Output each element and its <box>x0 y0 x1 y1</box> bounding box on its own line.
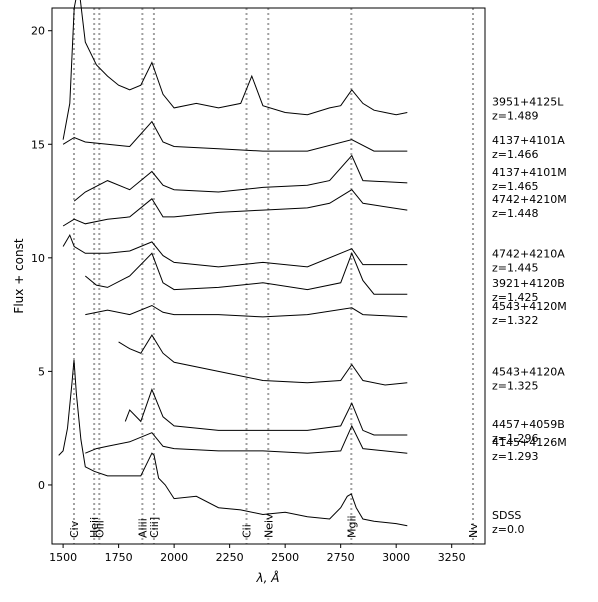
series-name-4: 4742+4210A <box>492 248 565 261</box>
series-name-6: 4543+4120M <box>492 300 567 313</box>
series-line-9 <box>85 424 408 454</box>
x-tick-label-7: 3250 <box>438 551 466 564</box>
feature-label-6: Neiv <box>262 513 275 538</box>
feature-label-2: Oiii <box>93 520 106 538</box>
series-line-2 <box>73 154 408 202</box>
series-line-3 <box>62 189 408 227</box>
series-z-3: z=1.448 <box>492 207 538 220</box>
x-tick-label-1: 1750 <box>105 551 133 564</box>
series-name-5: 3921+4120B <box>492 277 565 290</box>
series-z-8: z=1.296 <box>492 432 538 445</box>
x-tick-label-2: 2000 <box>160 551 188 564</box>
series-line-1 <box>62 120 408 152</box>
series-name-9: 4145+4126M <box>492 436 567 449</box>
series-z-10: z=0.0 <box>492 523 524 536</box>
series-z-2: z=1.465 <box>492 180 538 193</box>
y-axis-label: Flux + const <box>12 238 26 313</box>
series-z-7: z=1.325 <box>492 380 538 393</box>
feature-label-4: Ciii] <box>148 517 161 538</box>
series-z-4: z=1.445 <box>492 262 538 275</box>
series-z-1: z=1.466 <box>492 148 538 161</box>
feature-label-3: Aliii <box>136 518 149 538</box>
y-tick-label-4: 20 <box>31 25 45 38</box>
series-name-1: 4137+4101A <box>492 134 565 147</box>
series-line-8 <box>124 388 408 436</box>
series-name-10: SDSS <box>492 509 521 522</box>
series-name-7: 4543+4120A <box>492 366 565 379</box>
feature-label-7: Mgii <box>345 515 358 538</box>
series-line-5 <box>84 251 408 295</box>
y-axis-ticks: 0 5 10 15 20 <box>31 25 52 492</box>
x-tick-label-6: 3000 <box>382 551 410 564</box>
feature-label-8: Nv <box>467 523 480 538</box>
feature-label-0: Civ <box>68 520 81 538</box>
x-tick-label-3: 2250 <box>216 551 244 564</box>
x-axis-ticks: 1500 1750 2000 2250 2500 2750 3000 3250 <box>49 544 466 564</box>
x-tick-label-5: 2750 <box>327 551 355 564</box>
series-line-7 <box>118 334 408 386</box>
series-name-0: 3951+4125L <box>492 96 564 109</box>
series-name-8: 4457+4059B <box>492 418 565 431</box>
series-z-9: z=1.293 <box>492 450 538 463</box>
y-tick-label-1: 5 <box>38 365 45 378</box>
feature-label-5: Cii <box>241 524 254 538</box>
feature-label-1: Heii <box>88 517 101 538</box>
series-group <box>58 0 408 527</box>
plot-frame <box>51 7 486 545</box>
series-z-5: z=1.425 <box>492 291 538 304</box>
x-tick-label-4: 2500 <box>271 551 299 564</box>
x-axis-label: λ, Å <box>256 570 280 585</box>
series-name-2: 4137+4101M <box>492 166 567 179</box>
series-line-0 <box>62 0 408 140</box>
y-tick-label-2: 10 <box>31 252 45 265</box>
series-line-4 <box>62 233 408 268</box>
series-line-10 <box>58 359 408 527</box>
y-tick-label-3: 15 <box>31 138 45 151</box>
series-line-6 <box>85 304 408 318</box>
series-z-0: z=1.489 <box>492 110 538 123</box>
y-tick-label-0: 0 <box>38 479 45 492</box>
series-name-3: 4742+4210M <box>492 193 567 206</box>
series-z-6: z=1.322 <box>492 314 538 327</box>
x-tick-label-0: 1500 <box>49 551 77 564</box>
